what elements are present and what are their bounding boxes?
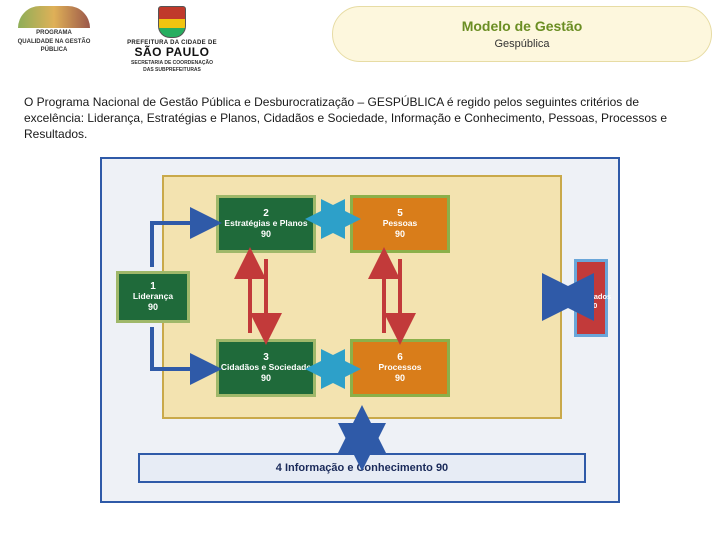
bottom-bar-text: 4 Informação e Conhecimento 90 (276, 462, 448, 474)
box-value: 90 (395, 373, 405, 383)
box-cidadaos: 3 Cidadãos e Sociedade 90 (216, 339, 316, 397)
box-processos: 6 Processos 90 (350, 339, 450, 397)
crest-icon (158, 6, 186, 38)
box-value: 90 (395, 229, 405, 239)
box-resultados: 7 Resultados 460 (574, 259, 608, 337)
box-label: Estratégias e Planos (224, 219, 307, 229)
box-value: 90 (261, 229, 271, 239)
box-pessoas: 5 Pessoas 90 (350, 195, 450, 253)
intro-paragraph: O Programa Nacional de Gestão Pública e … (0, 72, 720, 151)
box-label: Liderança (133, 292, 173, 302)
box-value: 90 (261, 373, 271, 383)
header: PROGRAMA QUALIDADE NA GESTÃO PÚBLICA PRE… (0, 0, 720, 72)
box-value: 460 (585, 302, 598, 311)
quality-line1: PROGRAMA (8, 30, 100, 37)
box-value: 90 (148, 302, 158, 312)
city-label: SÃO PAULO (112, 45, 232, 59)
quality-line3: PÚBLICA (8, 47, 100, 54)
quality-program-logo: PROGRAMA QUALIDADE NA GESTÃO PÚBLICA (8, 6, 100, 54)
secretariat-line2: DAS SUBPREFEITURAS (112, 68, 232, 73)
logo-row: PROGRAMA QUALIDADE NA GESTÃO PÚBLICA PRE… (8, 6, 232, 73)
box-lideranca: 1 Liderança 90 (116, 271, 190, 323)
box-label: Pessoas (383, 219, 418, 229)
box-estrategias: 2 Estratégias e Planos 90 (216, 195, 316, 253)
box-label: Cidadãos e Sociedade (221, 363, 311, 373)
sao-paulo-logo: PREFEITURA DA CIDADE DE SÃO PAULO SECRET… (112, 6, 232, 73)
quality-line2: QUALIDADE NA GESTÃO (8, 39, 100, 46)
arc-icon (18, 6, 90, 28)
gespublica-diagram: 1 Liderança 90 2 Estratégias e Planos 90… (100, 157, 620, 503)
box-informacao: 4 Informação e Conhecimento 90 (138, 453, 586, 483)
page-title: Modelo de Gestão (462, 18, 583, 34)
secretariat-line1: SECRETARIA DE COORDENAÇÃO (112, 61, 232, 66)
page-subtitle: Gespública (494, 38, 549, 50)
title-band: Modelo de Gestão Gespública (332, 6, 712, 62)
box-label: Processos (379, 363, 422, 373)
